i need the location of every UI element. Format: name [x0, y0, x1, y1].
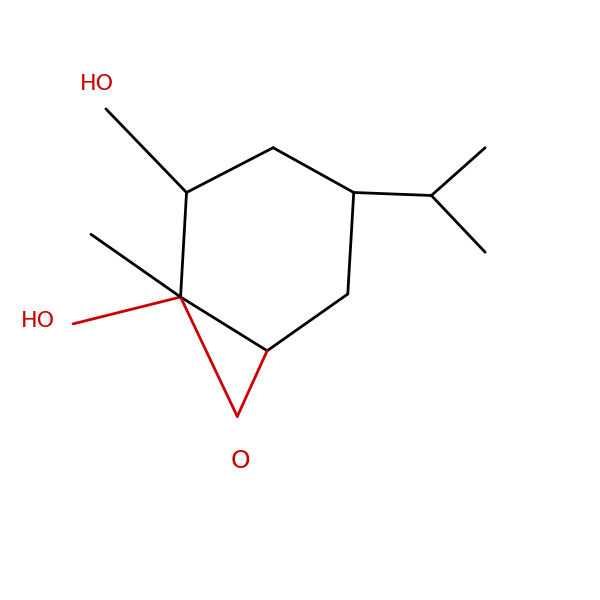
Text: O: O: [230, 449, 250, 473]
Text: HO: HO: [21, 311, 55, 331]
Text: HO: HO: [80, 74, 114, 94]
